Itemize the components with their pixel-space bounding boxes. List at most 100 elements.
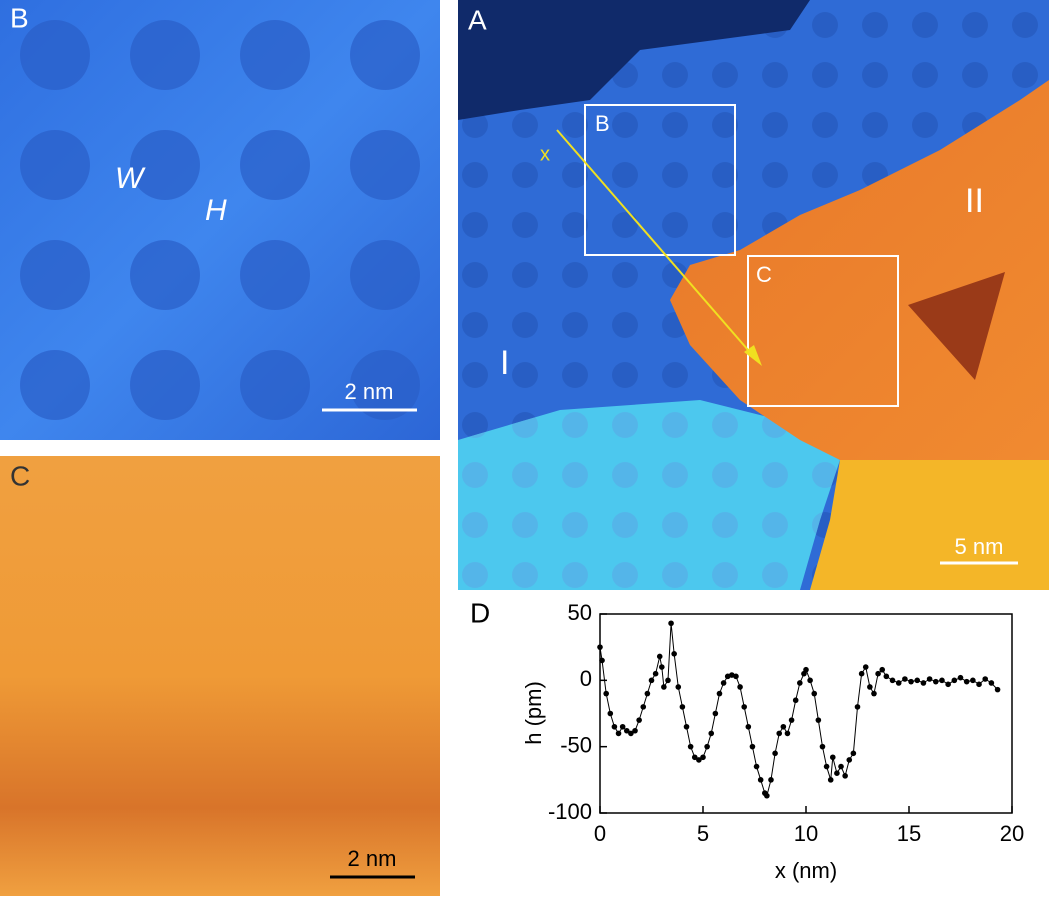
data-point bbox=[708, 730, 715, 737]
data-point bbox=[850, 750, 857, 757]
box-label: C bbox=[756, 262, 772, 287]
data-point bbox=[920, 680, 927, 686]
data-point bbox=[875, 670, 881, 677]
data-point bbox=[815, 717, 822, 723]
data-point bbox=[659, 664, 665, 670]
data-point bbox=[753, 763, 760, 770]
x-axis-label: x (nm) bbox=[775, 858, 837, 883]
data-point bbox=[683, 723, 690, 730]
data-point bbox=[696, 757, 702, 763]
data-point bbox=[691, 754, 698, 761]
data-point bbox=[749, 743, 756, 750]
data-point bbox=[867, 684, 873, 690]
data-point bbox=[838, 763, 844, 770]
data-point bbox=[611, 723, 618, 730]
data-point bbox=[834, 770, 840, 776]
data-point bbox=[792, 697, 799, 704]
triangle-defect bbox=[908, 272, 1005, 380]
data-point bbox=[757, 777, 764, 783]
orange-region bbox=[670, 80, 1049, 460]
data-point bbox=[644, 690, 651, 697]
data-point bbox=[811, 690, 818, 697]
data-point bbox=[871, 690, 877, 697]
data-point bbox=[846, 757, 853, 763]
yellow-region bbox=[810, 460, 1049, 590]
data-point bbox=[797, 680, 803, 686]
scale-label: 2 nm bbox=[348, 846, 397, 871]
arrow-head bbox=[744, 345, 762, 366]
data-point bbox=[603, 690, 609, 697]
data-point bbox=[858, 670, 865, 677]
data-point bbox=[842, 773, 848, 779]
data-point bbox=[780, 723, 787, 730]
data-point bbox=[619, 723, 626, 730]
x-tick-label: 0 bbox=[594, 821, 606, 846]
data-point bbox=[599, 657, 605, 664]
data-point bbox=[994, 686, 1001, 693]
data-point bbox=[720, 680, 727, 686]
data-point bbox=[665, 677, 671, 684]
data-point bbox=[889, 677, 896, 684]
box-label: B bbox=[595, 111, 610, 136]
panel-label: D bbox=[470, 597, 490, 628]
panel-c: C 2 nm bbox=[0, 456, 440, 896]
data-point bbox=[854, 704, 861, 710]
data-point bbox=[951, 677, 958, 684]
box-b bbox=[584, 104, 736, 256]
data-point bbox=[733, 673, 739, 680]
data-point bbox=[640, 704, 647, 710]
dark-region bbox=[458, 0, 810, 120]
y-tick-label: 50 bbox=[568, 600, 592, 625]
data-point bbox=[652, 670, 659, 677]
panel-b: B W H 2 nm bbox=[0, 0, 440, 440]
x-tick-label: 20 bbox=[1000, 821, 1024, 846]
data-point bbox=[741, 704, 747, 710]
data-point bbox=[883, 673, 890, 680]
data-point bbox=[788, 717, 795, 723]
y-tick-label: 0 bbox=[580, 666, 592, 691]
data-point bbox=[914, 677, 921, 684]
profile-line bbox=[599, 623, 998, 797]
data-point bbox=[597, 644, 603, 650]
stm-image bbox=[0, 456, 440, 896]
data-point bbox=[623, 727, 630, 734]
panel-label: C bbox=[10, 460, 30, 491]
data-point bbox=[895, 680, 902, 686]
data-point bbox=[932, 678, 939, 685]
data-point bbox=[671, 651, 677, 657]
texture bbox=[0, 0, 440, 440]
data-point bbox=[679, 704, 686, 710]
data-point bbox=[700, 754, 706, 761]
data-point bbox=[823, 763, 830, 770]
data-point bbox=[776, 730, 783, 737]
data-point bbox=[784, 730, 791, 737]
x-tick-label: 10 bbox=[794, 821, 818, 846]
data-point bbox=[632, 727, 638, 734]
data-point bbox=[976, 681, 982, 688]
data-point bbox=[656, 653, 663, 660]
y-axis-label: h (pm) bbox=[521, 681, 546, 745]
data-point bbox=[712, 710, 719, 717]
data-point bbox=[737, 684, 743, 690]
x-tick-label: 15 bbox=[897, 821, 921, 846]
data-point bbox=[745, 723, 752, 730]
data-point bbox=[764, 792, 770, 799]
data-point bbox=[768, 777, 774, 783]
box-c bbox=[747, 255, 899, 407]
scale-label: 5 nm bbox=[955, 534, 1004, 559]
data-point bbox=[716, 690, 723, 697]
data-point bbox=[668, 620, 674, 627]
data-point bbox=[803, 666, 809, 673]
data-point bbox=[636, 717, 642, 723]
data-point bbox=[687, 743, 694, 750]
y-tick-label: -50 bbox=[560, 732, 592, 757]
data-point bbox=[957, 674, 964, 681]
data-point bbox=[926, 676, 933, 682]
data-point bbox=[829, 754, 836, 761]
arrow-start: x bbox=[540, 143, 550, 165]
data-point bbox=[879, 666, 886, 673]
data-point bbox=[607, 710, 614, 717]
region-label: II bbox=[965, 182, 984, 220]
data-point bbox=[615, 730, 622, 737]
